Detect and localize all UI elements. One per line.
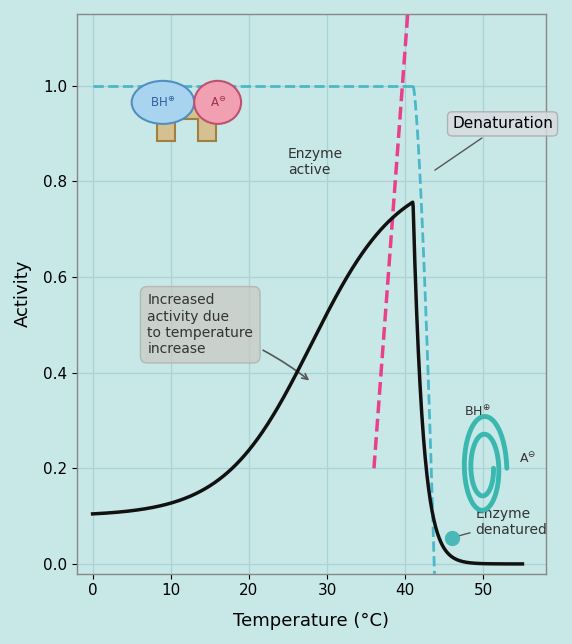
Text: Enzyme
denatured: Enzyme denatured xyxy=(455,507,547,537)
Y-axis label: Activity: Activity xyxy=(14,260,32,327)
Ellipse shape xyxy=(194,81,241,124)
Text: A$^{\ominus}$: A$^{\ominus}$ xyxy=(519,451,536,466)
PathPatch shape xyxy=(157,105,216,140)
Text: Increased
activity due
to temperature
increase: Increased activity due to temperature in… xyxy=(148,294,308,379)
Text: BH$^{\oplus}$: BH$^{\oplus}$ xyxy=(464,403,490,419)
Text: Enzyme
active: Enzyme active xyxy=(288,147,343,177)
Text: Denaturation: Denaturation xyxy=(435,117,553,170)
X-axis label: Temperature (°C): Temperature (°C) xyxy=(233,612,390,630)
Text: BH$^{\oplus}$: BH$^{\oplus}$ xyxy=(150,95,176,109)
Ellipse shape xyxy=(132,81,194,124)
Text: A$^{\ominus}$: A$^{\ominus}$ xyxy=(209,95,226,109)
